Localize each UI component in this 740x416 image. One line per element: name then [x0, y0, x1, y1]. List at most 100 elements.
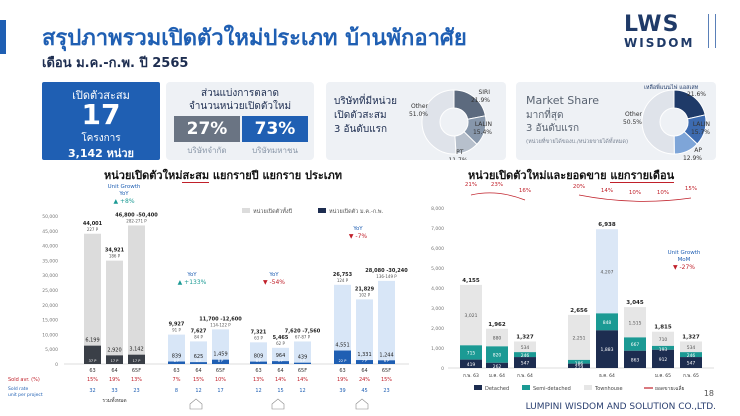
sold-avg-value: 15% — [87, 377, 98, 383]
bar-full-year — [168, 334, 185, 364]
bar-total-label: 1,327 — [682, 334, 700, 340]
bar-full-year — [272, 347, 289, 364]
bar-ytd — [378, 360, 395, 364]
bar-ytd-label: 4,551 — [335, 343, 349, 349]
bar-full-year — [334, 284, 351, 364]
bar-ytd-label: 2,920 — [107, 347, 121, 353]
bar-semi-label: 848 — [603, 320, 612, 326]
bar-townhouse — [596, 229, 618, 314]
pct-label: 10% — [657, 190, 669, 196]
donut-slice-value: 50.5% — [623, 119, 642, 126]
mom-value: ▼ -27% — [673, 264, 695, 271]
bar-ytd-sub: 37 P — [89, 359, 97, 363]
donut-slice-value: 11.7% — [448, 157, 467, 160]
legend-label: หน่วยเปิดตัว ม.ค.-ก.พ. — [329, 208, 384, 215]
bar-townhouse — [680, 341, 702, 353]
legend-swatch — [474, 385, 482, 390]
bar-townhouse — [460, 284, 482, 346]
bar-semi-detached — [596, 313, 618, 331]
y-tick-label: 50,000 — [42, 214, 58, 220]
sold-avg-value: 13% — [253, 377, 264, 383]
bar-ytd-sub: 22 P — [339, 359, 347, 363]
pct-label: 23% — [491, 182, 503, 188]
right-chart-title-underlined: แยกรายเดือน — [610, 169, 675, 183]
legend-swatch — [242, 208, 250, 213]
x-tick-label: 64 — [277, 368, 283, 374]
top3-sales-panel: Market Share มากที่สุด 3 อันดับแรก (หน่ว… — [516, 82, 716, 160]
bar-semi-detached — [652, 345, 674, 350]
bar-detached-label: 863 — [631, 357, 640, 363]
bar-total-label: 1,327 — [516, 334, 534, 340]
bar-townhouse-label: 710 — [659, 337, 668, 343]
bar-ytd-sub: 8 P — [218, 359, 223, 363]
sold-rate-value: 33 — [111, 388, 117, 394]
bar-semi-label: 715 — [467, 350, 476, 356]
bar-full-label: 28,080 -30,240 — [365, 268, 408, 274]
bar-townhouse — [486, 328, 508, 347]
sold-avg-value: 19% — [337, 377, 348, 383]
left-chart-title-plain: หน่วยเปิดตัวใหม่ — [104, 169, 183, 182]
top3-units-title-2: เปิดตัวสะสม — [334, 110, 387, 121]
x-tick-label: 65F — [132, 368, 141, 374]
bar-detached — [596, 330, 618, 368]
yoy-group-value: ▼ -7% — [349, 233, 368, 240]
row-label-rate-2: unit per project — [8, 392, 43, 398]
y-tick-label: 20,000 — [42, 303, 58, 309]
bar-ytd-label: 625 — [194, 354, 204, 360]
legend-label: หน่วยเปิดตัวทั้งปี — [253, 207, 293, 215]
kpi-projects-unit: โครงการ — [81, 133, 121, 144]
bar-townhouse — [652, 331, 674, 346]
bar-full-year — [212, 329, 229, 364]
bar-detached — [568, 363, 590, 368]
market-share-title-1: ส่วนแบ่งการตลาด — [200, 88, 279, 99]
listed-share-box: 27% — [174, 116, 240, 142]
y-tick-label: 40,000 — [42, 244, 58, 250]
bar-detached — [624, 350, 646, 368]
donut-slice-name: FPT — [453, 149, 464, 156]
legend-swatch — [584, 385, 592, 390]
logo-text-wisdom: WISDOM — [624, 36, 695, 50]
nonlisted-share-label: บริษัทมหาชน — [252, 146, 298, 155]
sold-rate-value: 12 — [195, 388, 201, 394]
top3-sales-title-3: 3 อันดับแรก — [526, 123, 580, 134]
pct-label: 14% — [601, 188, 613, 194]
top3-sales-title-1: Market Share — [526, 94, 600, 107]
bar-total-label: 3,045 — [626, 300, 644, 306]
donut-slice-value: 15.4% — [473, 129, 492, 136]
donut-slice-value: 21.9% — [471, 97, 490, 104]
yoy-group-label: YoY — [268, 272, 279, 278]
y-tick-label: 1,000 — [431, 346, 444, 352]
sold-rate-value: 17 — [217, 388, 223, 394]
donut-slice-value: 21.6% — [687, 91, 706, 98]
right-chart: 8,000 7,000 6,000 5,000 4,000 3,000 2,000 1,000… — [431, 182, 714, 392]
legend-label: Semi-detached — [533, 386, 571, 392]
bar-semi-detached — [680, 352, 702, 358]
y-tick-label: 6,000 — [431, 246, 444, 252]
tower-icon — [708, 14, 716, 48]
bar-full-label: 7,321 — [251, 329, 267, 335]
house-icon — [271, 398, 285, 410]
bar-full-year — [190, 341, 207, 364]
unit-growth-label: Unit Growth — [108, 184, 141, 190]
accent-bar — [0, 20, 6, 54]
y-tick-label: 0 — [441, 366, 444, 372]
bar-full-sub: 227 P — [87, 227, 99, 232]
sold-rate-value: 12 — [255, 388, 261, 394]
bar-semi-label: 820 — [493, 353, 502, 359]
bar-ytd-label: 809 — [254, 354, 264, 360]
sold-rate-value: 23 — [133, 388, 139, 394]
row-label-sold: Sold avr. (%) — [8, 377, 40, 383]
page-number: 18 — [703, 389, 714, 398]
bar-ytd-sub: 17 P — [111, 359, 119, 363]
page-subtitle: เดือน ม.ค.-ก.พ. ปี 2565 — [42, 56, 189, 71]
y-tick-label: 5,000 — [431, 266, 444, 272]
bar-full-sub: 124 P — [337, 278, 349, 283]
donut-slice-name: Other — [411, 103, 429, 110]
left-chart-title-underlined: สะสม — [182, 169, 210, 183]
x-tick-label: ม.ค. 65 — [655, 373, 671, 379]
left-chart-title: หน่วยเปิดตัวใหม่สะสม แยกรายปี แยกราย ประ… — [104, 166, 342, 184]
yoy-group-label: YoY — [186, 272, 197, 278]
sold-avg-value: 24% — [359, 377, 370, 383]
bar-full-label: 5,465 — [273, 335, 289, 341]
bar-ytd-sub: 5 P — [278, 359, 283, 363]
